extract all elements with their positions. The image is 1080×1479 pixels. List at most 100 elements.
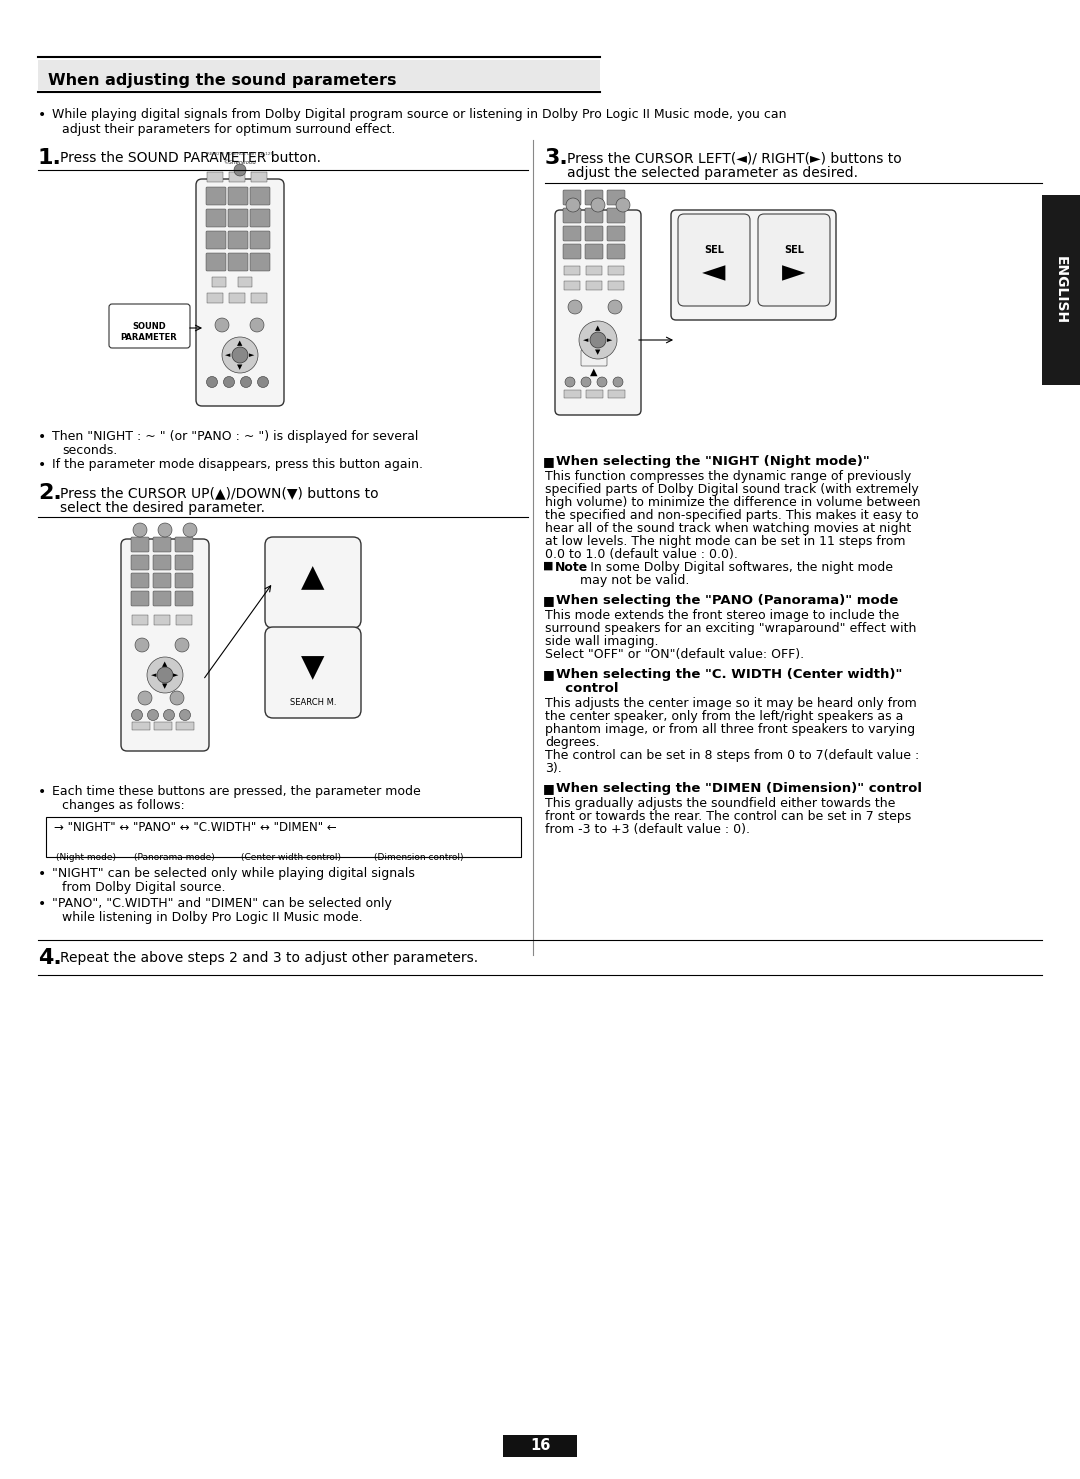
- FancyBboxPatch shape: [265, 537, 361, 629]
- Text: seconds.: seconds.: [62, 444, 118, 457]
- Text: phantom image, or from all three front speakers to varying: phantom image, or from all three front s…: [545, 723, 915, 737]
- Text: Press the SOUND PARAMETER button.: Press the SOUND PARAMETER button.: [60, 151, 321, 166]
- Text: changes as follows:: changes as follows:: [62, 799, 185, 812]
- Text: 16: 16: [530, 1439, 550, 1454]
- FancyBboxPatch shape: [131, 592, 149, 606]
- FancyBboxPatch shape: [153, 592, 171, 606]
- Text: SOUND: SOUND: [132, 322, 166, 331]
- Circle shape: [206, 377, 217, 387]
- Text: This function compresses the dynamic range of previously: This function compresses the dynamic ran…: [545, 470, 912, 484]
- FancyBboxPatch shape: [153, 555, 171, 569]
- Text: 2.: 2.: [38, 484, 62, 503]
- Text: ▼: ▼: [238, 364, 243, 370]
- FancyBboxPatch shape: [131, 572, 149, 589]
- FancyBboxPatch shape: [175, 592, 193, 606]
- Text: SEL: SEL: [704, 246, 724, 254]
- Text: When selecting the "PANO (Panorama)" mode: When selecting the "PANO (Panorama)" mod…: [556, 595, 899, 606]
- FancyBboxPatch shape: [228, 253, 248, 271]
- Circle shape: [175, 637, 189, 652]
- Circle shape: [135, 637, 149, 652]
- FancyBboxPatch shape: [109, 305, 190, 348]
- Bar: [608, 390, 625, 398]
- Text: surround speakers for an exciting "wraparound" effect with: surround speakers for an exciting "wrapa…: [545, 623, 916, 634]
- Text: If the parameter mode disappears, press this button again.: If the parameter mode disappears, press …: [52, 458, 423, 470]
- FancyBboxPatch shape: [563, 226, 581, 241]
- FancyBboxPatch shape: [195, 179, 284, 407]
- Circle shape: [566, 198, 580, 211]
- Text: ◄: ◄: [583, 337, 589, 343]
- Bar: [251, 172, 267, 182]
- Text: •: •: [38, 458, 46, 472]
- Text: ■: ■: [543, 561, 554, 571]
- Circle shape: [163, 710, 175, 720]
- Text: ▲: ▲: [162, 661, 167, 667]
- Text: (Panorama mode): (Panorama mode): [134, 853, 215, 862]
- Text: the specified and non-specified parts. This makes it easy to: the specified and non-specified parts. T…: [545, 509, 919, 522]
- FancyBboxPatch shape: [153, 572, 171, 589]
- FancyBboxPatch shape: [607, 189, 625, 206]
- Text: Select "OFF" or "ON"(default value: OFF).: Select "OFF" or "ON"(default value: OFF)…: [545, 648, 805, 661]
- FancyBboxPatch shape: [585, 244, 603, 259]
- Text: ENGLISH: ENGLISH: [1054, 256, 1068, 324]
- FancyBboxPatch shape: [206, 231, 226, 248]
- Text: ▼: ▼: [595, 349, 600, 355]
- FancyBboxPatch shape: [206, 186, 226, 206]
- Bar: [564, 390, 581, 398]
- Text: Note: Note: [555, 561, 589, 574]
- Text: •: •: [38, 108, 46, 121]
- FancyBboxPatch shape: [758, 214, 831, 306]
- FancyBboxPatch shape: [563, 244, 581, 259]
- Text: ©Sherwood: ©Sherwood: [224, 160, 256, 166]
- Bar: [1042, 195, 1080, 385]
- Bar: [503, 1435, 577, 1457]
- FancyBboxPatch shape: [131, 537, 149, 552]
- Circle shape: [170, 691, 184, 705]
- Text: side wall imaging.: side wall imaging.: [545, 634, 659, 648]
- Circle shape: [132, 710, 143, 720]
- FancyBboxPatch shape: [607, 244, 625, 259]
- Bar: [132, 615, 148, 626]
- FancyBboxPatch shape: [265, 627, 361, 717]
- Text: This adjusts the center image so it may be heard only from: This adjusts the center image so it may …: [545, 697, 917, 710]
- Bar: [251, 293, 267, 303]
- Circle shape: [565, 377, 575, 387]
- Text: Repeat the above steps 2 and 3 to adjust other parameters.: Repeat the above steps 2 and 3 to adjust…: [60, 951, 478, 964]
- Text: front or towards the rear. The control can be set in 7 steps: front or towards the rear. The control c…: [545, 810, 912, 822]
- Bar: [229, 293, 245, 303]
- Bar: [229, 172, 245, 182]
- Bar: [38, 61, 600, 90]
- FancyBboxPatch shape: [563, 189, 581, 206]
- Text: ►: ►: [607, 337, 612, 343]
- FancyBboxPatch shape: [249, 253, 270, 271]
- Bar: [132, 722, 150, 731]
- Text: •: •: [38, 896, 46, 911]
- Text: When selecting the "NIGHT (Night mode)": When selecting the "NIGHT (Night mode)": [556, 456, 869, 467]
- Bar: [207, 172, 222, 182]
- FancyBboxPatch shape: [206, 253, 226, 271]
- Text: → "NIGHT" ↔ "PANO" ↔ "C.WIDTH" ↔ "DIMEN" ←: → "NIGHT" ↔ "PANO" ↔ "C.WIDTH" ↔ "DIMEN"…: [54, 821, 337, 834]
- Text: ▲: ▲: [238, 340, 243, 346]
- Text: ▼: ▼: [162, 683, 167, 689]
- Circle shape: [568, 300, 582, 314]
- Text: ▲: ▲: [301, 563, 325, 592]
- FancyBboxPatch shape: [249, 209, 270, 226]
- Text: Each time these buttons are pressed, the parameter mode: Each time these buttons are pressed, the…: [52, 785, 421, 799]
- Circle shape: [138, 691, 152, 705]
- Text: SEARCH M.: SEARCH M.: [289, 698, 336, 707]
- Text: may not be valid.: may not be valid.: [580, 574, 689, 587]
- FancyBboxPatch shape: [607, 226, 625, 241]
- Text: select the desired parameter.: select the desired parameter.: [60, 501, 265, 515]
- Text: "NIGHT" can be selected only while playing digital signals: "NIGHT" can be selected only while playi…: [52, 867, 415, 880]
- FancyBboxPatch shape: [249, 231, 270, 248]
- Text: ►: ►: [249, 352, 255, 358]
- Text: ■: ■: [543, 595, 555, 606]
- Text: from -3 to +3 (default value : 0).: from -3 to +3 (default value : 0).: [545, 822, 750, 836]
- Text: •: •: [38, 867, 46, 881]
- Text: •: •: [38, 430, 46, 444]
- Circle shape: [597, 377, 607, 387]
- Text: ◄: ◄: [702, 259, 726, 287]
- Text: Press the CURSOR LEFT(◄)/ RIGHT(►) buttons to: Press the CURSOR LEFT(◄)/ RIGHT(►) butto…: [567, 151, 902, 166]
- Circle shape: [179, 710, 190, 720]
- Text: ◄: ◄: [151, 671, 157, 677]
- Bar: [154, 615, 170, 626]
